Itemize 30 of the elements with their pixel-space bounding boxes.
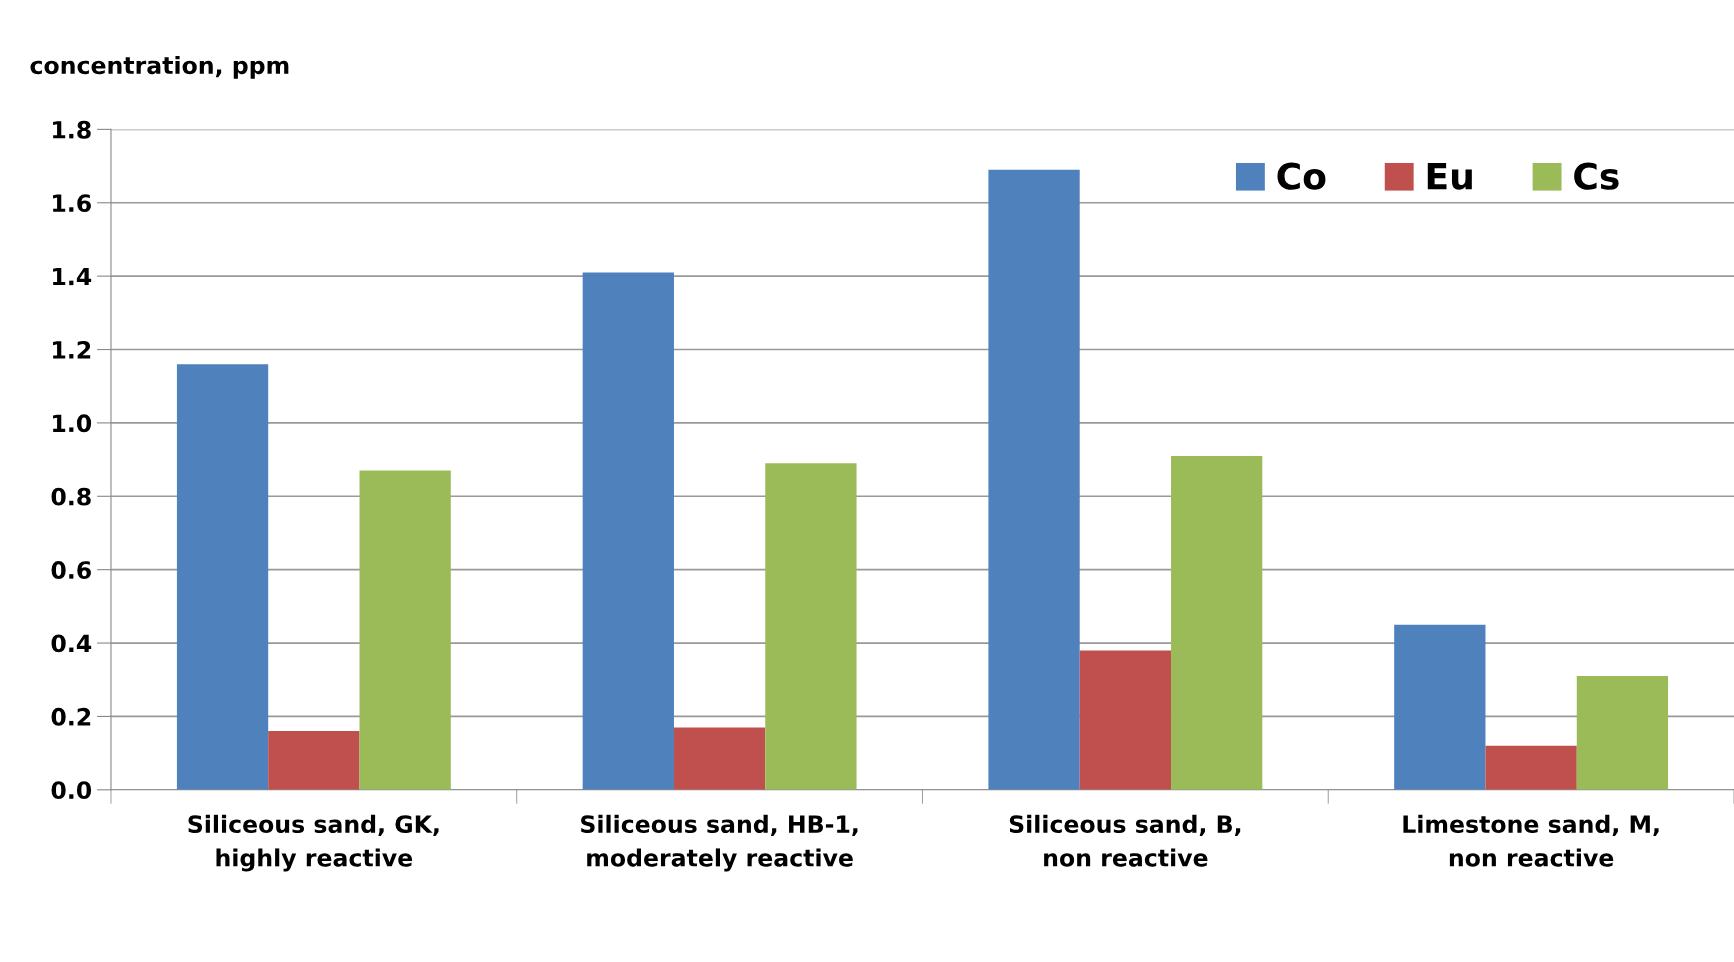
bar bbox=[1485, 745, 1577, 790]
x-tick-label: Siliceous sand, B, non reactive bbox=[1009, 814, 1241, 867]
y-tick-label: 0.0 bbox=[51, 781, 92, 800]
y-tick-label: 0.6 bbox=[51, 561, 91, 579]
legend-label: Cs bbox=[1574, 162, 1619, 190]
bar bbox=[765, 463, 857, 790]
y-tick-label: 1.0 bbox=[53, 414, 92, 433]
bar bbox=[582, 272, 674, 790]
bar bbox=[673, 727, 766, 790]
legend-label: Co bbox=[1277, 162, 1326, 190]
x-tick-label: Limestone sand, M, non reactive bbox=[1403, 814, 1659, 867]
y-tick-label: 0.8 bbox=[51, 487, 91, 506]
y-axis-title: concentration, ppm bbox=[30, 55, 289, 79]
y-tick-label: 0.4 bbox=[51, 634, 92, 653]
x-tick-label: Siliceous sand, GK, highly reactive bbox=[188, 814, 439, 872]
y-tick-label: 1.2 bbox=[53, 340, 91, 359]
bar bbox=[359, 470, 451, 790]
bar bbox=[1079, 650, 1172, 790]
y-tick-label: 1.8 bbox=[53, 120, 91, 139]
y-tick-label: 1.4 bbox=[53, 267, 92, 286]
bar bbox=[988, 169, 1080, 790]
y-tick-label: 1.6 bbox=[53, 194, 91, 213]
x-tick-label: Siliceous sand, HB-1, moderately reactive bbox=[581, 814, 858, 872]
bar bbox=[176, 364, 269, 790]
bar bbox=[1394, 624, 1486, 790]
bar bbox=[268, 731, 360, 790]
bar bbox=[1576, 676, 1669, 790]
y-tick-label: 0.2 bbox=[51, 707, 91, 726]
bar bbox=[1171, 455, 1263, 790]
legend-label: Eu bbox=[1427, 163, 1472, 190]
